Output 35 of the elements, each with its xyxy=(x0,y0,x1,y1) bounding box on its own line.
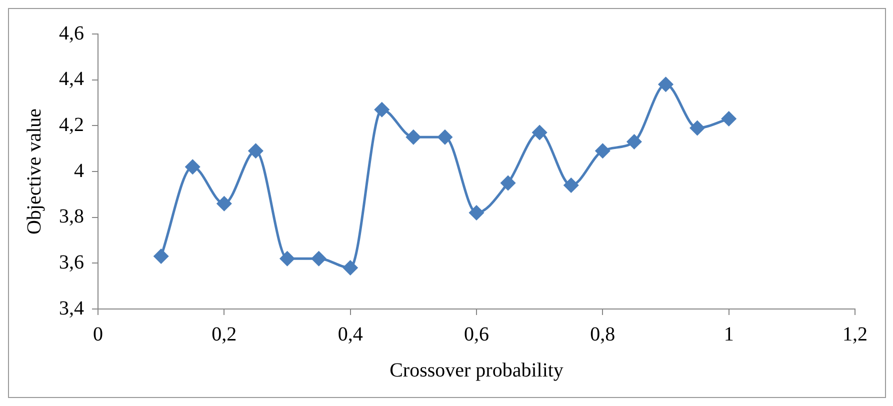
y-tick-label: 4,2 xyxy=(59,114,84,136)
y-tick-label: 4,6 xyxy=(59,22,84,44)
point xyxy=(626,134,642,149)
x-tick-label: 1 xyxy=(724,323,734,346)
y-tick-label: 3,6 xyxy=(59,251,84,274)
point xyxy=(532,125,547,140)
point xyxy=(374,102,390,117)
point xyxy=(500,176,516,190)
y-tick-label: 3,4 xyxy=(59,297,84,320)
point xyxy=(438,130,452,144)
y-tick-label: 4 xyxy=(74,160,84,182)
point xyxy=(280,251,294,266)
point xyxy=(185,160,200,174)
x-tick-label: 0,8 xyxy=(590,323,616,346)
point xyxy=(154,249,168,264)
y-tick-label: 4,4 xyxy=(59,68,84,90)
point xyxy=(248,144,263,158)
y-tick-label: 3,8 xyxy=(59,206,84,228)
point xyxy=(312,251,326,266)
point xyxy=(595,144,610,158)
x-tick-label: 0 xyxy=(93,323,103,346)
point xyxy=(216,196,232,211)
point xyxy=(690,120,705,136)
x-tick-label: 1,2 xyxy=(842,323,868,346)
x-tick-label: 0,2 xyxy=(212,323,237,346)
point xyxy=(406,130,421,144)
point xyxy=(469,206,484,220)
x-tick-label: 0,4 xyxy=(338,323,363,346)
x-axis-title: Crossover probability xyxy=(390,359,564,382)
y-axis-title: Objective value xyxy=(23,108,46,235)
point xyxy=(343,260,358,275)
point xyxy=(722,112,736,126)
x-tick-label: 0,6 xyxy=(464,323,489,346)
point xyxy=(564,178,578,192)
point xyxy=(658,77,673,92)
